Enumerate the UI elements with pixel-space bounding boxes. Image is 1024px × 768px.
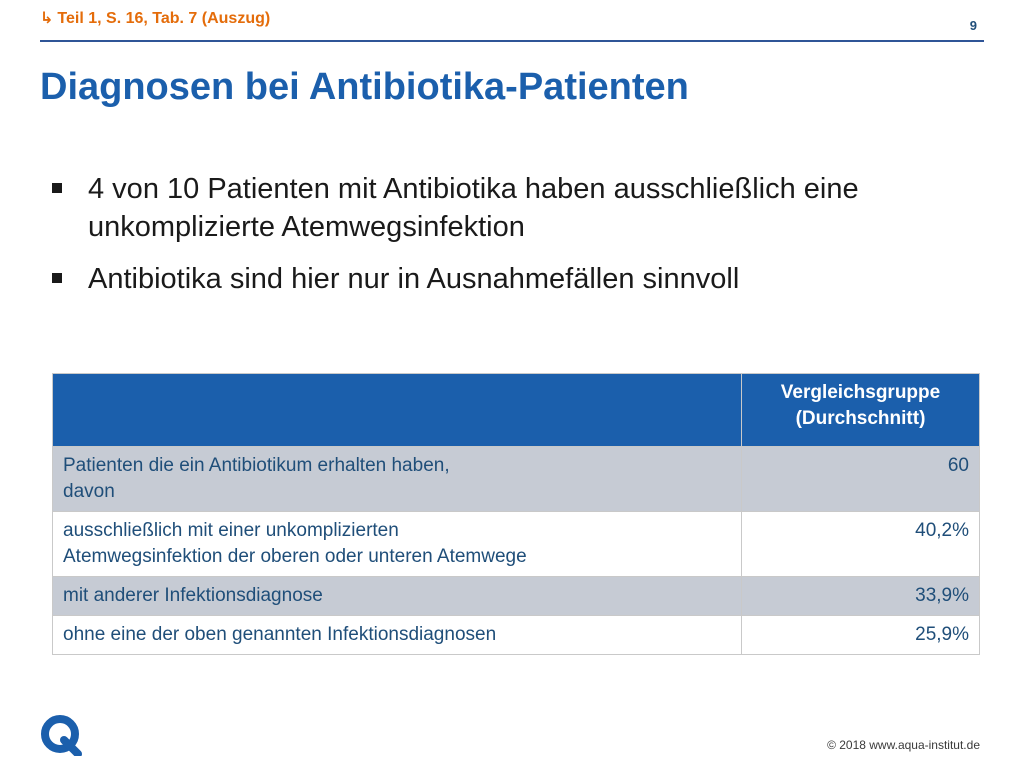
source-reference-text: Teil 1, S. 16, Tab. 7 (Auszug) — [57, 10, 271, 27]
bullet-item: Antibiotika sind hier nur in Ausnahmefäl… — [52, 260, 992, 298]
table-header-comparison: Vergleichsgruppe (Durchschnitt) — [741, 373, 980, 447]
table-header-row: Vergleichsgruppe (Durchschnitt) — [52, 373, 980, 447]
bullet-item: 4 von 10 Patienten mit Antibiotika haben… — [52, 170, 992, 246]
bullet-text: 4 von 10 Patienten mit Antibiotika haben… — [88, 173, 859, 243]
row-label-line-1: ausschließlich mit einer unkomplizierten — [63, 520, 399, 541]
diagnosis-table: Vergleichsgruppe (Durchschnitt) Patienten… — [52, 373, 980, 655]
row-value: 25,9% — [741, 615, 980, 655]
header-line-1: Vergleichsgruppe — [780, 382, 941, 403]
row-label: mit anderer Infektionsdiagnose — [52, 576, 742, 616]
bullet-square-icon — [52, 183, 62, 193]
row-label-line-2: Atemwegsinfektion der oberen oder untere… — [63, 546, 527, 567]
arrow-right-icon: ↳ — [40, 10, 54, 27]
header-divider — [40, 40, 984, 42]
page-number: 9 — [969, 18, 977, 33]
bullet-text: Antibiotika sind hier nur in Ausnahmefäl… — [88, 263, 740, 295]
row-label: Patienten die ein Antibiotikum erhalten … — [52, 446, 742, 512]
bullet-list: 4 von 10 Patienten mit Antibiotika haben… — [52, 170, 992, 312]
slide-title: Diagnosen bei Antibiotika-Patienten — [40, 66, 689, 108]
aqua-logo-icon — [41, 715, 82, 756]
table-row: Patienten die ein Antibiotikum erhalten … — [52, 446, 980, 512]
row-label: ausschließlich mit einer unkomplizierten… — [52, 511, 742, 577]
row-label-line-2: davon — [63, 481, 115, 502]
header-line-2: (Durchschnitt) — [795, 408, 926, 429]
row-value: 40,2% — [741, 511, 980, 577]
bullet-square-icon — [52, 273, 62, 283]
table-row: ohne eine der oben genannten Infektionsd… — [52, 615, 980, 655]
row-label-line-1: Patienten die ein Antibiotikum erhalten … — [63, 455, 450, 476]
row-value: 60 — [741, 446, 980, 512]
table-row: ausschließlich mit einer unkomplizierten… — [52, 511, 980, 577]
table-header-empty — [52, 373, 742, 447]
row-value: 33,9% — [741, 576, 980, 616]
source-reference: ↳ Teil 1, S. 16, Tab. 7 (Auszug) — [40, 8, 270, 28]
copyright-footer: © 2018 www.aqua-institut.de — [827, 738, 980, 752]
row-label: ohne eine der oben genannten Infektionsd… — [52, 615, 742, 655]
table-row: mit anderer Infektionsdiagnose 33,9% — [52, 576, 980, 616]
